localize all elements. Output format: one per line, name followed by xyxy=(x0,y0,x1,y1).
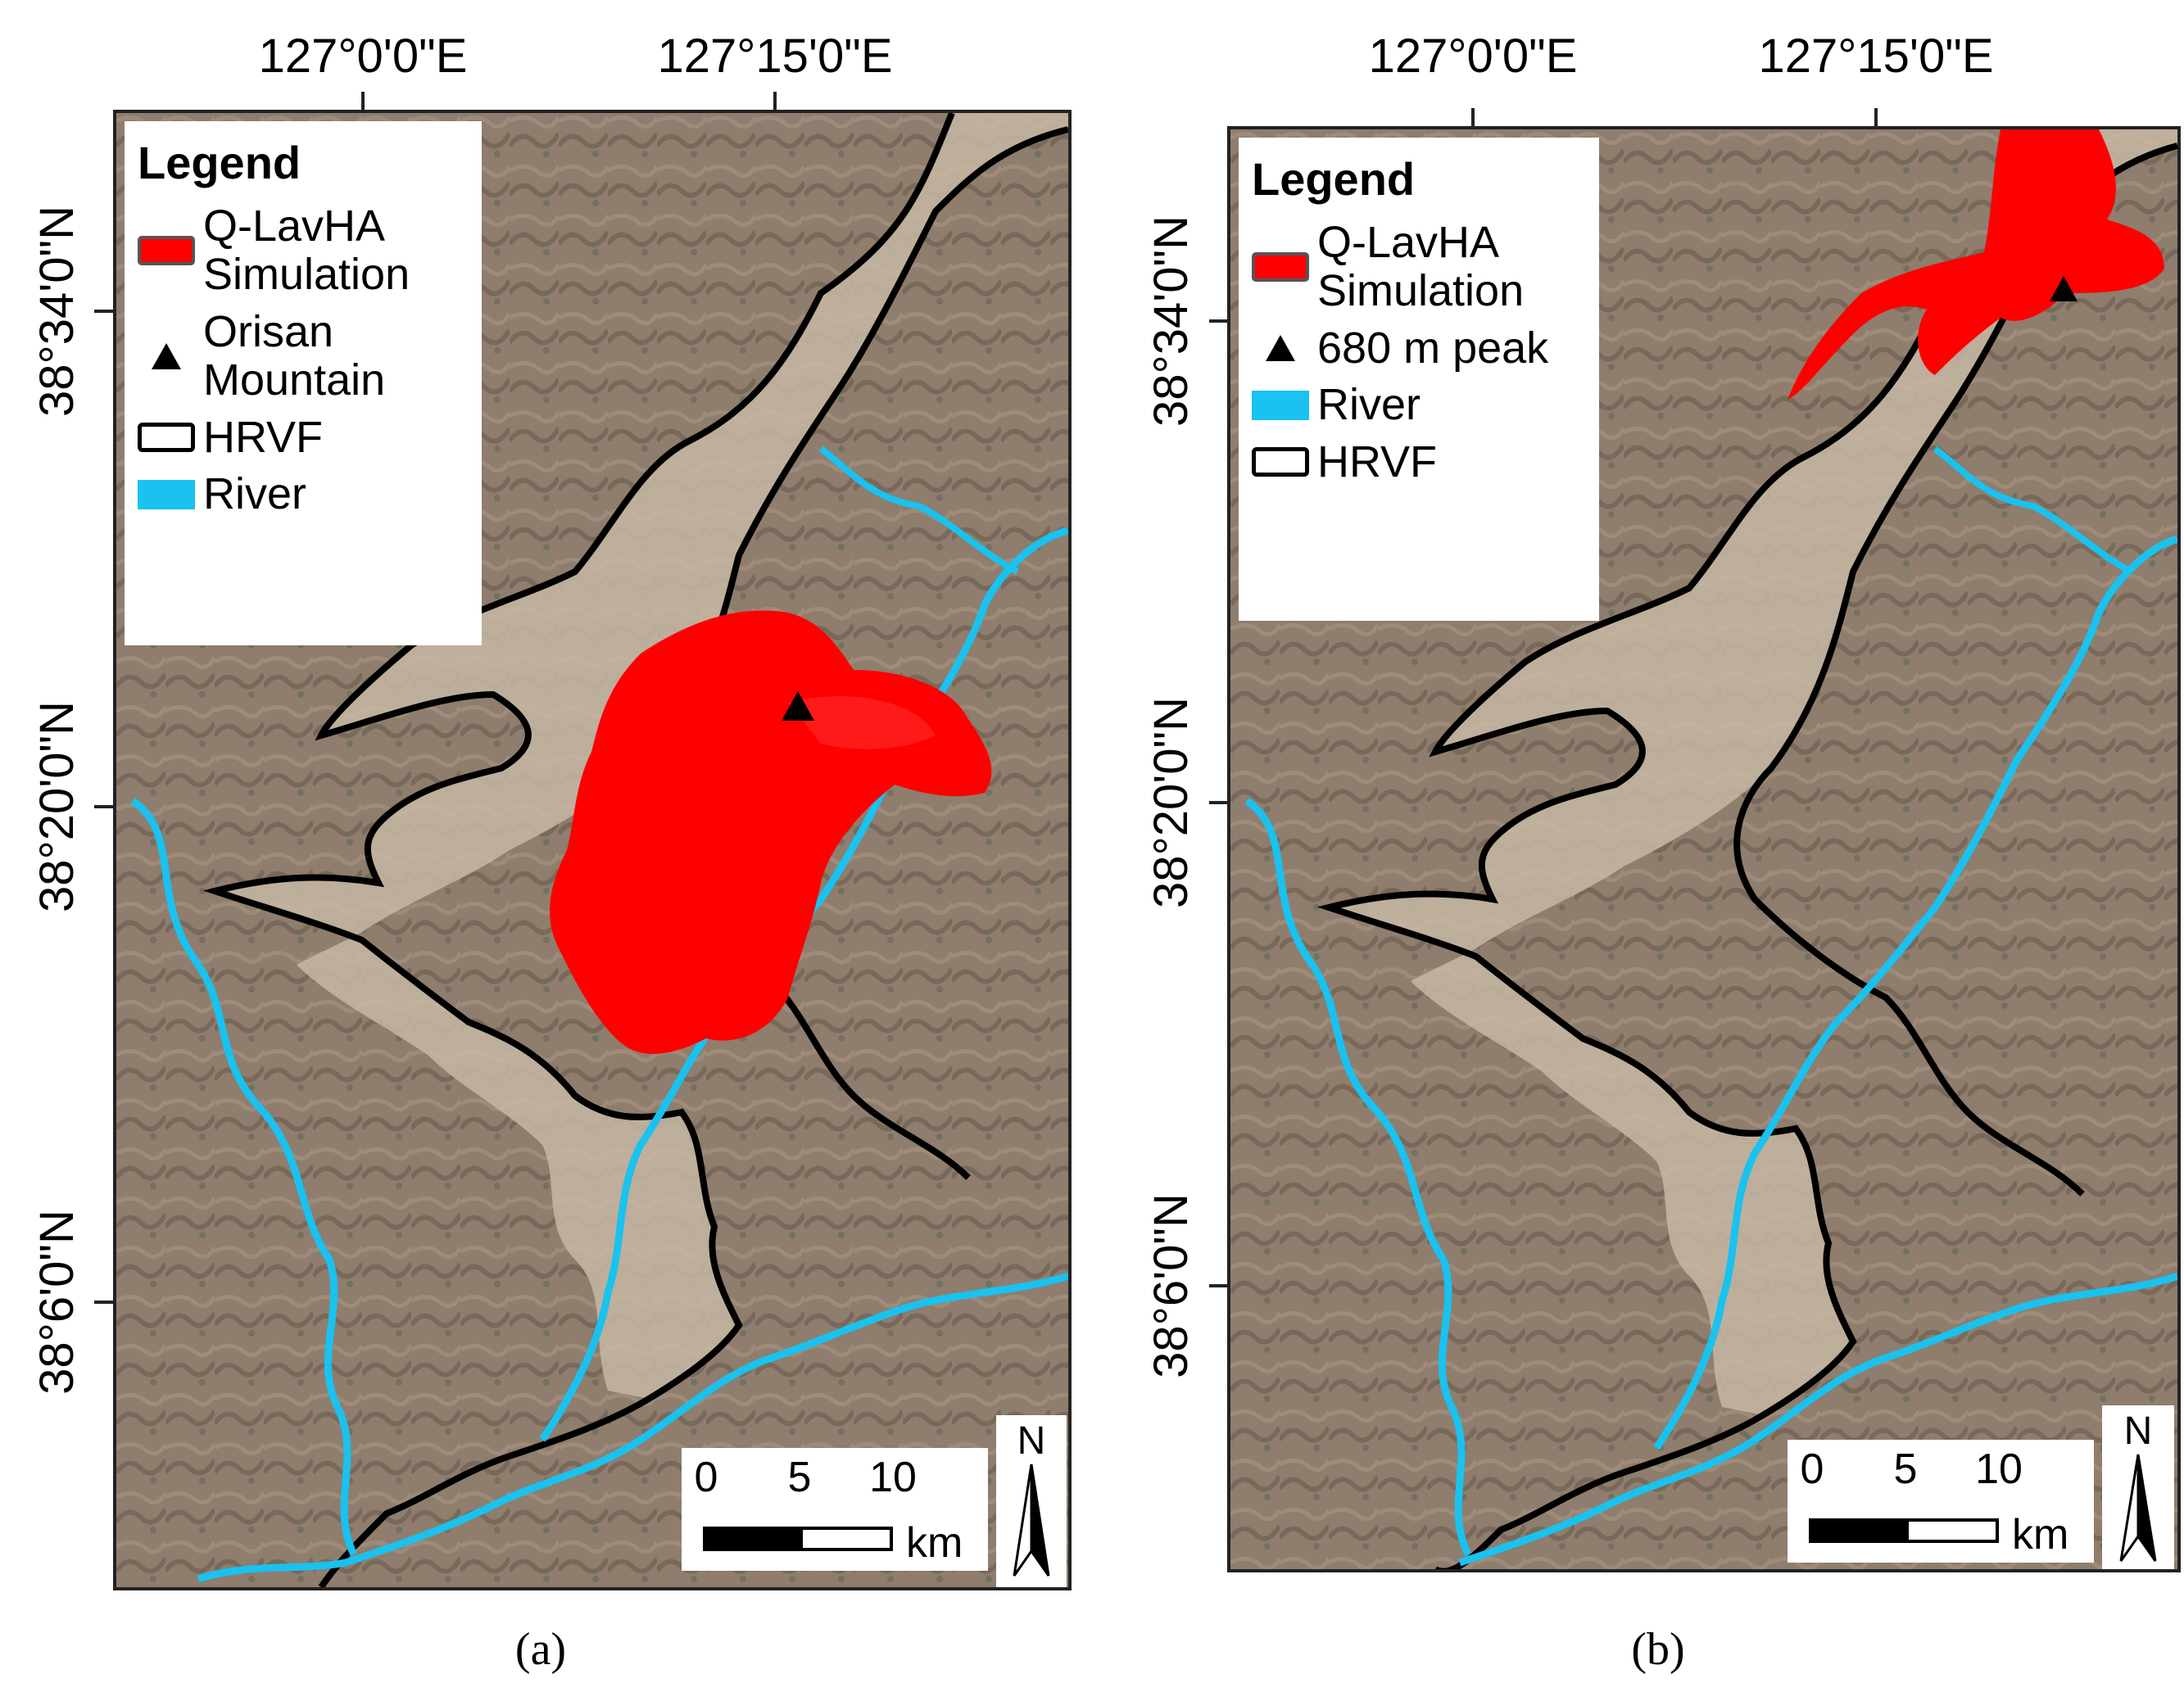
river-south xyxy=(197,1272,1068,1583)
lat-tick xyxy=(94,1301,114,1304)
river-tributary xyxy=(1933,446,2133,575)
lon-tick xyxy=(773,92,777,111)
hrvf-boundary xyxy=(1316,129,2069,1569)
legend-label: Orisan xyxy=(203,306,334,356)
flow-swatch xyxy=(1252,252,1309,283)
scale-tick-label: 0 xyxy=(1800,1445,1824,1493)
north-arrow-icon xyxy=(1013,1464,1050,1577)
north-arrow-b: N xyxy=(2102,1405,2174,1569)
scale-bar-filled xyxy=(703,1527,800,1551)
lon-label-a-2: 127°15'0"E xyxy=(657,29,893,83)
lat-label-b-3: 38°6'0"N xyxy=(1144,1193,1198,1378)
triangle-icon xyxy=(1252,330,1309,366)
river-west xyxy=(1244,798,1472,1557)
lat-tick xyxy=(1209,319,1229,323)
map-view-b[interactable]: Legend Q-LavHA Simulation 680 m peak Riv… xyxy=(1227,126,2181,1572)
legend-label: River xyxy=(1317,380,1421,430)
scale-bar-a: 0 5 10 km xyxy=(682,1448,988,1571)
lat-label-a-2: 38°20'0"N xyxy=(30,700,84,913)
legend-a: Legend Q-LavHA Simulation Orisan Mountai… xyxy=(125,121,482,645)
lat-tick xyxy=(94,310,114,313)
lava-flow-lobe xyxy=(788,696,936,749)
north-label: N xyxy=(2123,1409,2153,1453)
lat-tick xyxy=(1209,801,1229,804)
legend-label: Q-LavHA xyxy=(203,201,386,251)
river-swatch xyxy=(138,479,195,509)
panel-caption-b: (b) xyxy=(1631,1624,1685,1675)
scale-tick-label: 10 xyxy=(1975,1445,2023,1493)
lat-label-b-2: 38°20'0"N xyxy=(1144,696,1198,909)
legend-title-a: Legend xyxy=(138,137,301,188)
lat-label-a-1: 38°34'0"N xyxy=(30,205,84,418)
scale-unit: km xyxy=(906,1519,963,1567)
legend-label: Simulation xyxy=(203,250,410,300)
legend-label: HRVF xyxy=(203,412,324,462)
legend-b: Legend Q-LavHA Simulation 680 m peak Riv… xyxy=(1239,138,1599,621)
scale-bar-b: 0 5 10 km xyxy=(1788,1440,2094,1563)
river-west xyxy=(130,798,358,1557)
valley-floor xyxy=(1329,129,2177,1415)
legend-item-flow: Q-LavHA Simulation xyxy=(1252,218,1586,316)
legend-item-hrvf: HRVF xyxy=(138,412,469,462)
lat-tick xyxy=(1209,1284,1229,1287)
river-swatch xyxy=(1252,390,1309,420)
legend-label: HRVF xyxy=(1317,437,1438,486)
lon-tick xyxy=(1471,108,1475,128)
lava-flow-simulation-b xyxy=(1788,129,2164,400)
legend-label: 680 m peak xyxy=(1317,323,1549,373)
north-arrow-a: N xyxy=(996,1415,1067,1587)
lon-tick xyxy=(1874,108,1878,128)
map-view-a[interactable]: Legend Q-LavHA Simulation Orisan Mountai… xyxy=(113,110,1072,1590)
scale-tick-label: 5 xyxy=(787,1454,812,1501)
lon-label-b-2: 127°15'0"E xyxy=(1758,29,1994,83)
legend-item-hrvf: HRVF xyxy=(1252,437,1586,486)
flow-swatch xyxy=(138,236,195,266)
scale-unit: km xyxy=(2012,1511,2069,1559)
lat-tick xyxy=(94,805,114,808)
scale-tick-label: 0 xyxy=(694,1454,718,1501)
scale-tick-label: 10 xyxy=(869,1454,917,1501)
north-label: N xyxy=(1017,1419,1046,1463)
lon-tick xyxy=(361,92,365,111)
legend-title-b: Legend xyxy=(1252,153,1416,205)
hrvf-swatch xyxy=(1252,447,1309,477)
north-arrow-icon xyxy=(2119,1454,2157,1562)
legend-item-river: River xyxy=(1252,380,1586,430)
scale-tick-label: 5 xyxy=(1893,1445,1918,1493)
lat-label-b-1: 38°34'0"N xyxy=(1144,215,1198,428)
legend-item-vent: Orisan Mountain xyxy=(138,306,469,405)
panel-caption-a: (a) xyxy=(514,1624,567,1675)
vent-triangle-a xyxy=(782,691,814,721)
legend-label: Simulation xyxy=(1317,266,1525,316)
vent-triangle-b xyxy=(2050,276,2078,301)
legend-item-river: River xyxy=(138,468,469,518)
hrvf-swatch xyxy=(138,423,195,453)
river-tributary xyxy=(818,446,1019,575)
lon-label-a-1: 127°0'0"E xyxy=(258,29,468,83)
triangle-icon xyxy=(138,338,195,374)
scale-bar-empty xyxy=(800,1527,893,1551)
legend-item-flow: Q-LavHA Simulation xyxy=(138,201,469,300)
legend-label: Mountain xyxy=(203,355,386,405)
hrvf-boundary xyxy=(202,113,955,1587)
scale-bar-empty xyxy=(1905,1518,1999,1543)
lat-label-a-3: 38°6'0"N xyxy=(30,1210,84,1395)
legend-label: River xyxy=(203,468,307,518)
river-east xyxy=(1653,535,2177,1450)
legend-label: Q-LavHA xyxy=(1317,218,1500,267)
river-south xyxy=(1458,1272,2177,1567)
legend-item-vent: 680 m peak xyxy=(1252,323,1586,373)
lon-label-b-1: 127°0'0"E xyxy=(1368,29,1578,83)
scale-bar-filled xyxy=(1809,1518,1905,1543)
